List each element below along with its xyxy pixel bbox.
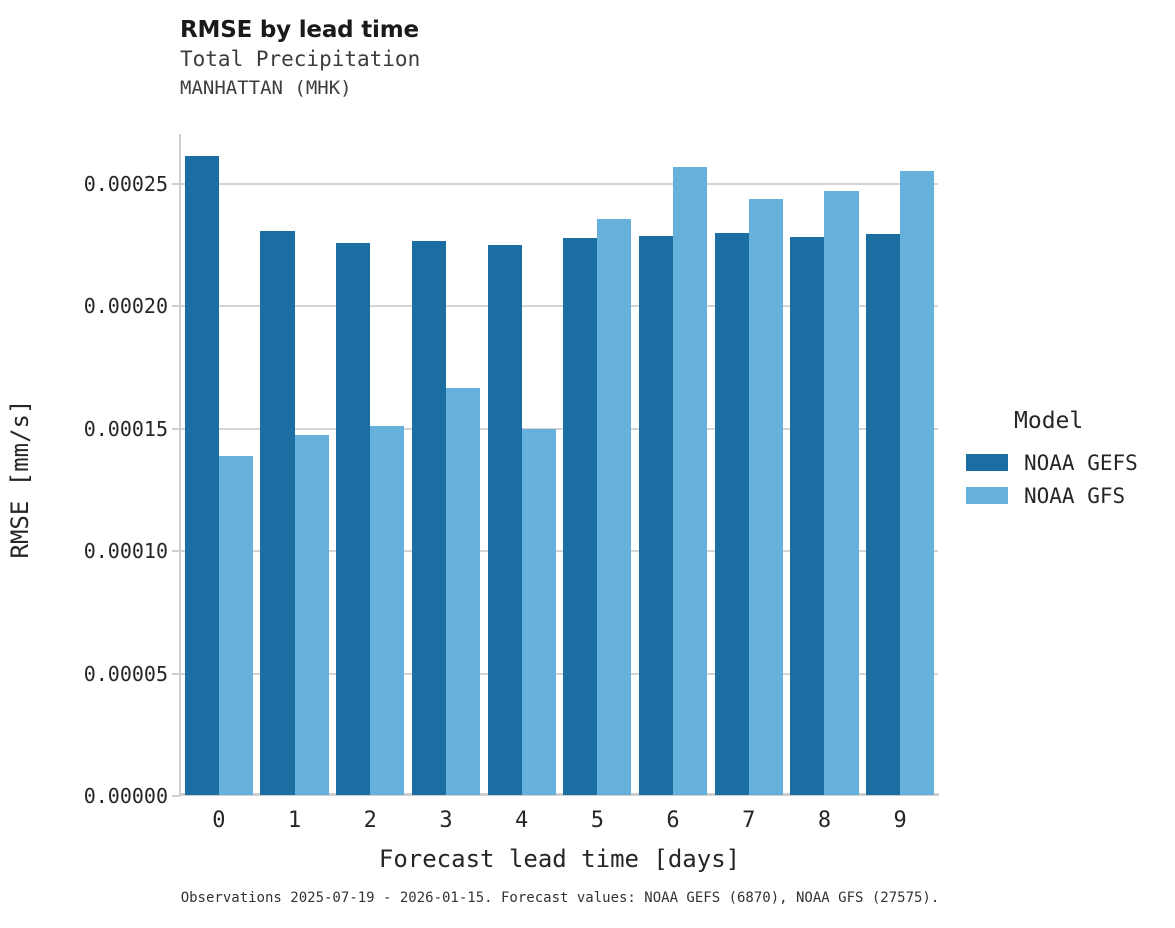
x-axis-tick-label: 7: [742, 808, 756, 833]
x-axis-tick-label: 9: [893, 808, 907, 833]
bar[interactable]: [184, 155, 219, 795]
x-axis-tick-label: 2: [363, 808, 377, 833]
bar[interactable]: [218, 456, 253, 795]
x-axis-tick-label: 1: [287, 808, 302, 833]
y-axis-tick: [172, 182, 180, 185]
x-axis-tick-label: 3: [439, 808, 453, 833]
y-axis-tick: [172, 672, 180, 675]
legend-swatch: [966, 487, 1008, 504]
y-axis-tick-label: 0.00005: [83, 661, 168, 686]
chart-station-label: MANHATTAN (MHK): [180, 77, 352, 99]
y-axis-tick-label: 0.00000: [83, 784, 168, 808]
x-axis-tick-label: 8: [817, 808, 832, 833]
y-axis-tick: [172, 305, 180, 308]
gridline: [181, 672, 938, 675]
bar[interactable]: [824, 190, 859, 795]
bar[interactable]: [638, 235, 674, 795]
x-axis-tick-label: 4: [515, 808, 529, 833]
gridline: [181, 182, 938, 185]
x-axis-line: [179, 793, 939, 796]
bar[interactable]: [411, 240, 446, 795]
bar[interactable]: [260, 230, 295, 795]
legend: Model NOAA GEFS NOAA GFS: [966, 408, 1175, 512]
y-axis-tick-label: 0.00010: [83, 539, 168, 564]
y-axis-tick-labels: 0.00000 0.00005 0.00010 0.00015 0.00020 0.000…: [0, 0, 168, 928]
bar[interactable]: [563, 237, 598, 795]
y-axis-tick-label: 0.00020: [83, 294, 168, 319]
x-axis-tick-label: 6: [666, 808, 680, 833]
legend-entries: NOAA GEFS NOAA GFS: [966, 446, 1175, 512]
page-title: RMSE by lead time: [180, 17, 419, 43]
gridline: [181, 427, 938, 430]
chart-header: RMSE by lead time Total Precipitation MA…: [180, 16, 980, 102]
bar[interactable]: [673, 166, 708, 795]
bar[interactable]: [445, 387, 480, 795]
bar[interactable]: [790, 237, 825, 795]
y-axis-tick: [172, 427, 180, 430]
legend-item[interactable]: NOAA GEFS: [966, 446, 1175, 479]
y-axis-title: RMSE [mm/s]: [6, 399, 34, 559]
bar[interactable]: [866, 233, 901, 795]
chart-caption: Observations 2025-07-19 - 2026-01-15. Fo…: [180, 890, 940, 906]
y-axis-tick-label: 0.00015: [83, 416, 168, 441]
legend-item-label: NOAA GFS: [1024, 483, 1126, 508]
legend-item-label: NOAA GEFS: [1024, 450, 1138, 475]
bar[interactable]: [748, 198, 783, 795]
bar[interactable]: [521, 429, 556, 795]
plot-area: [181, 134, 938, 795]
chart-subtitle: Total Precipitation: [180, 47, 421, 71]
x-axis-tick-label: 0: [212, 808, 226, 833]
x-axis-tick-label: 5: [590, 808, 604, 833]
y-axis-tick: [172, 550, 180, 553]
y-axis-tick: [172, 795, 180, 797]
gridline: [181, 305, 938, 308]
x-axis-title: Forecast lead time [days]: [378, 845, 741, 873]
bar[interactable]: [597, 219, 632, 795]
y-axis-tick-label: 0.00025: [83, 171, 168, 196]
legend-swatch: [966, 454, 1008, 471]
bar[interactable]: [487, 245, 522, 795]
bar[interactable]: [336, 243, 371, 795]
y-axis-line: [179, 134, 181, 795]
bar[interactable]: [900, 170, 935, 795]
legend-item[interactable]: NOAA GFS: [966, 479, 1175, 512]
bar[interactable]: [714, 232, 749, 795]
bar[interactable]: [294, 435, 329, 795]
gridline: [181, 550, 938, 553]
legend-title: Model: [1014, 408, 1084, 434]
bar[interactable]: [370, 425, 405, 795]
